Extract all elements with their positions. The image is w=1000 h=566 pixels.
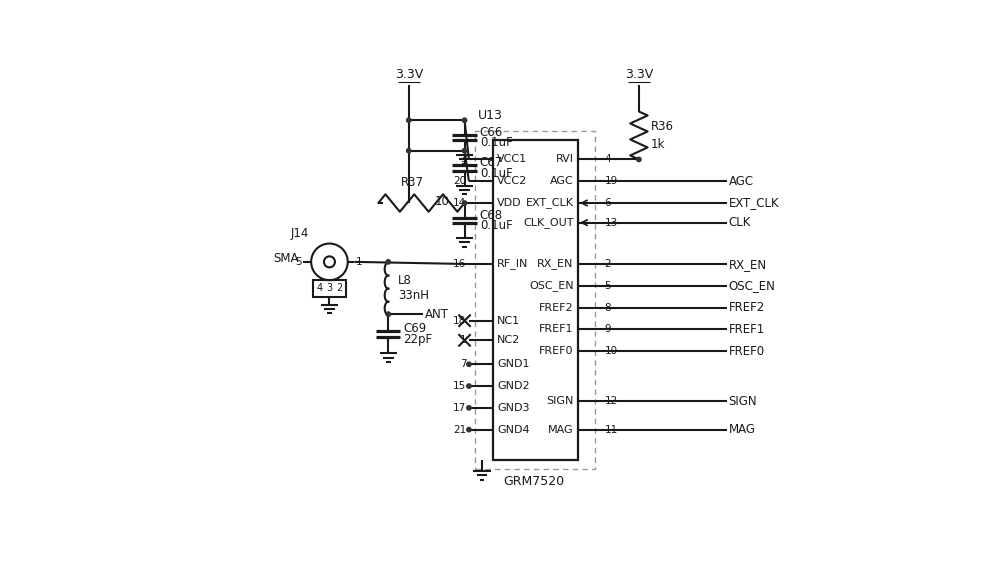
Text: FREF1: FREF1 [539,324,574,335]
Text: NC2: NC2 [497,335,520,345]
Text: 1: 1 [356,257,363,267]
Text: 1: 1 [460,335,466,345]
Text: FREF2: FREF2 [539,303,574,312]
Text: ANT: ANT [425,308,449,321]
Text: 4: 4 [316,284,322,293]
Circle shape [462,148,467,153]
Circle shape [467,384,471,388]
Text: 10: 10 [434,195,449,208]
Text: 8: 8 [604,303,611,312]
Text: AGC: AGC [729,175,754,188]
Circle shape [467,362,471,366]
Text: RF_IN: RF_IN [497,259,529,269]
Text: AGC: AGC [550,176,574,186]
Text: U13: U13 [478,109,503,122]
Text: FREF0: FREF0 [539,346,574,356]
Circle shape [386,260,390,264]
Text: 19: 19 [604,176,618,186]
Text: C67: C67 [480,156,503,169]
Circle shape [407,118,411,122]
Text: GRM7520: GRM7520 [504,475,565,488]
Text: NC1: NC1 [497,316,520,325]
Text: R37: R37 [401,176,424,189]
Text: RVI: RVI [556,155,574,165]
Circle shape [467,427,471,432]
Text: 21: 21 [453,424,466,435]
Text: MAG: MAG [729,423,756,436]
Text: VDD: VDD [497,198,522,208]
Text: VCC2: VCC2 [497,176,527,186]
Text: 14: 14 [453,198,466,208]
Text: SIGN: SIGN [546,396,574,406]
Text: GND4: GND4 [497,424,530,435]
Text: C69: C69 [404,322,427,335]
Text: 20: 20 [453,176,466,186]
Text: GND1: GND1 [497,359,530,369]
Text: FREF1: FREF1 [729,323,765,336]
Text: EXT_CLK: EXT_CLK [729,196,779,209]
Text: C66: C66 [480,126,503,139]
Text: 10: 10 [604,346,618,356]
Text: 0.1uF: 0.1uF [480,136,513,149]
Text: RX_EN: RX_EN [729,258,767,271]
Text: J14: J14 [291,227,309,240]
Text: 3.3V: 3.3V [395,68,423,81]
Text: SIGN: SIGN [729,395,757,408]
Text: OSC_EN: OSC_EN [729,280,776,292]
Text: 3: 3 [460,155,466,165]
Bar [493,140,578,460]
Text: EXT_CLK: EXT_CLK [526,198,574,208]
Text: 0.1uF: 0.1uF [480,219,513,232]
Text: 33nH: 33nH [398,289,429,302]
Text: 13: 13 [604,218,618,228]
Text: 18: 18 [453,316,466,325]
Circle shape [386,312,390,316]
Text: 16: 16 [453,259,466,269]
Text: 12: 12 [604,396,618,406]
Bar [475,131,595,469]
Text: MAG: MAG [548,424,574,435]
Text: FREF2: FREF2 [729,301,765,314]
Text: CLK_OUT: CLK_OUT [523,217,574,228]
Text: 1k: 1k [651,138,665,151]
Text: SMA: SMA [273,252,299,265]
Text: GND2: GND2 [497,381,530,391]
Text: 9: 9 [604,324,611,335]
Text: 22pF: 22pF [404,332,433,345]
Circle shape [462,118,467,122]
Text: 2: 2 [336,284,343,293]
Text: 17: 17 [453,403,466,413]
Text: CLK: CLK [729,216,751,229]
Text: 3: 3 [326,284,333,293]
Text: 15: 15 [453,381,466,391]
Text: 11: 11 [604,424,618,435]
Text: 7: 7 [460,359,466,369]
Text: 5: 5 [604,281,611,291]
Circle shape [467,406,471,410]
Text: L8: L8 [398,274,412,286]
Text: VCC1: VCC1 [497,155,527,165]
Text: 5: 5 [295,257,302,267]
Circle shape [462,201,467,205]
Text: FREF0: FREF0 [729,345,765,358]
Circle shape [637,157,641,162]
Text: 3.3V: 3.3V [625,68,653,81]
Text: 6: 6 [604,198,611,208]
Text: R36: R36 [651,120,674,133]
Text: OSC_EN: OSC_EN [529,280,574,291]
Text: RX_EN: RX_EN [537,259,574,269]
Text: 0.1uF: 0.1uF [480,167,513,180]
Text: C68: C68 [480,209,503,222]
Text: 2: 2 [604,259,611,269]
Text: 4: 4 [604,155,611,165]
Bar [313,280,346,297]
Circle shape [407,148,411,153]
Text: GND3: GND3 [497,403,530,413]
